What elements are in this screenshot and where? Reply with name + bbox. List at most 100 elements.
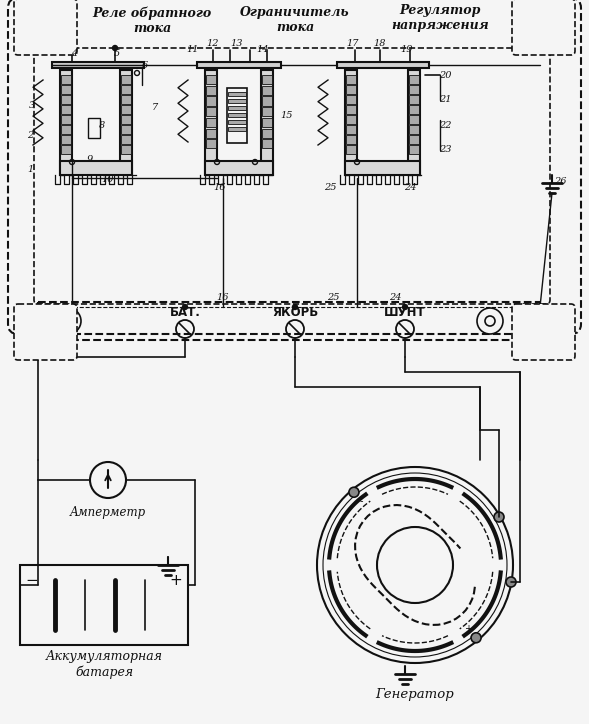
Bar (205, 70, 217, 175)
Bar (346, 105, 356, 114)
FancyBboxPatch shape (34, 48, 550, 304)
Bar (346, 135, 356, 143)
Bar (408, 70, 420, 175)
Circle shape (317, 467, 513, 663)
Bar (206, 85, 216, 95)
Bar (61, 105, 71, 114)
Text: +: + (464, 623, 472, 634)
Bar (409, 145, 419, 153)
Bar (88, 118, 100, 138)
Bar (121, 125, 131, 133)
Text: Реле обратного
тока: Реле обратного тока (92, 6, 211, 35)
Bar (61, 85, 71, 93)
Circle shape (31, 318, 59, 346)
Text: 19: 19 (401, 46, 413, 54)
Bar (262, 75, 272, 84)
Text: +: + (170, 573, 183, 588)
Bar (228, 113, 246, 117)
FancyBboxPatch shape (512, 304, 575, 360)
Bar (121, 85, 131, 93)
Bar (346, 125, 356, 133)
Text: 12: 12 (207, 40, 219, 49)
Bar (346, 75, 356, 83)
Circle shape (471, 633, 481, 643)
Text: 9: 9 (87, 156, 93, 164)
Bar (206, 139, 216, 148)
Bar (262, 85, 272, 95)
Bar (227, 88, 247, 143)
Circle shape (63, 316, 73, 326)
Text: 11: 11 (187, 46, 199, 54)
Text: 10: 10 (102, 175, 114, 185)
Text: 18: 18 (374, 40, 386, 49)
Text: БАТ.: БАТ. (170, 306, 200, 319)
Text: 14: 14 (257, 46, 269, 54)
Text: 5: 5 (114, 49, 120, 57)
Bar (61, 135, 71, 143)
Text: 22: 22 (439, 120, 451, 130)
Bar (61, 125, 71, 133)
Bar (346, 145, 356, 153)
Bar (409, 115, 419, 124)
Text: 16: 16 (214, 183, 226, 193)
Bar (228, 92, 246, 96)
Bar (409, 95, 419, 104)
Text: 25: 25 (327, 292, 339, 301)
Bar (121, 135, 131, 143)
Text: Регулятор
напряжения: Регулятор напряжения (391, 4, 489, 32)
Bar (262, 139, 272, 148)
Circle shape (529, 318, 557, 346)
Circle shape (183, 305, 187, 309)
Circle shape (402, 305, 408, 309)
Text: ЯКОРЬ: ЯКОРЬ (272, 306, 318, 319)
Bar (228, 106, 246, 110)
Bar (206, 75, 216, 84)
Bar (346, 95, 356, 104)
Circle shape (485, 316, 495, 326)
Text: -: - (360, 497, 363, 506)
Bar (206, 118, 216, 127)
Text: 16: 16 (217, 292, 229, 301)
Bar (345, 70, 357, 175)
Text: 20: 20 (439, 70, 451, 80)
FancyBboxPatch shape (512, 0, 575, 55)
Text: ШУНТ: ШУНТ (384, 306, 426, 319)
Bar (262, 107, 272, 117)
Bar (197, 62, 281, 68)
Bar (121, 145, 131, 153)
Bar (337, 62, 429, 68)
Bar (120, 70, 132, 175)
Bar (345, 161, 420, 175)
Circle shape (349, 487, 359, 497)
Circle shape (90, 462, 126, 498)
Text: 13: 13 (231, 40, 243, 49)
Bar (61, 115, 71, 124)
Text: Амперметр: Амперметр (70, 506, 146, 519)
Text: 1: 1 (27, 166, 33, 174)
Bar (228, 99, 246, 104)
Text: 23: 23 (439, 146, 451, 154)
FancyBboxPatch shape (8, 0, 581, 334)
Text: 17: 17 (347, 40, 359, 49)
Text: 4: 4 (71, 49, 77, 57)
Bar (20, 565, 188, 645)
Text: 24: 24 (403, 183, 416, 193)
Text: 15: 15 (281, 111, 293, 119)
Bar (52, 62, 144, 68)
Text: −: − (26, 573, 38, 588)
Circle shape (537, 326, 549, 338)
Text: 6: 6 (142, 61, 148, 70)
Circle shape (537, 21, 549, 33)
Bar (262, 129, 272, 138)
Text: 2: 2 (27, 130, 33, 140)
Bar (262, 118, 272, 127)
Text: 7: 7 (152, 104, 158, 112)
Bar (61, 145, 71, 153)
Bar (206, 96, 216, 106)
Text: Генератор: Генератор (376, 688, 454, 701)
Text: 26: 26 (554, 177, 566, 187)
Bar (261, 70, 273, 175)
Circle shape (293, 305, 297, 309)
Bar (409, 135, 419, 143)
Bar (121, 115, 131, 124)
